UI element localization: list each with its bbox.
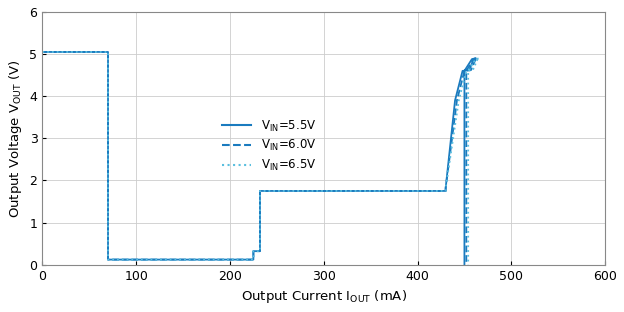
Y-axis label: Output Voltage $\mathregular{V_{OUT}}$ (V): Output Voltage $\mathregular{V_{OUT}}$ (… <box>7 59 24 218</box>
Legend: $\mathregular{V_{IN}}$=5.5V, $\mathregular{V_{IN}}$=6.0V, $\mathregular{V_{IN}}$: $\mathregular{V_{IN}}$=5.5V, $\mathregul… <box>217 114 321 178</box>
X-axis label: Output Current $\mathregular{I_{OUT}}$ (mA): Output Current $\mathregular{I_{OUT}}$ (… <box>241 288 407 305</box>
